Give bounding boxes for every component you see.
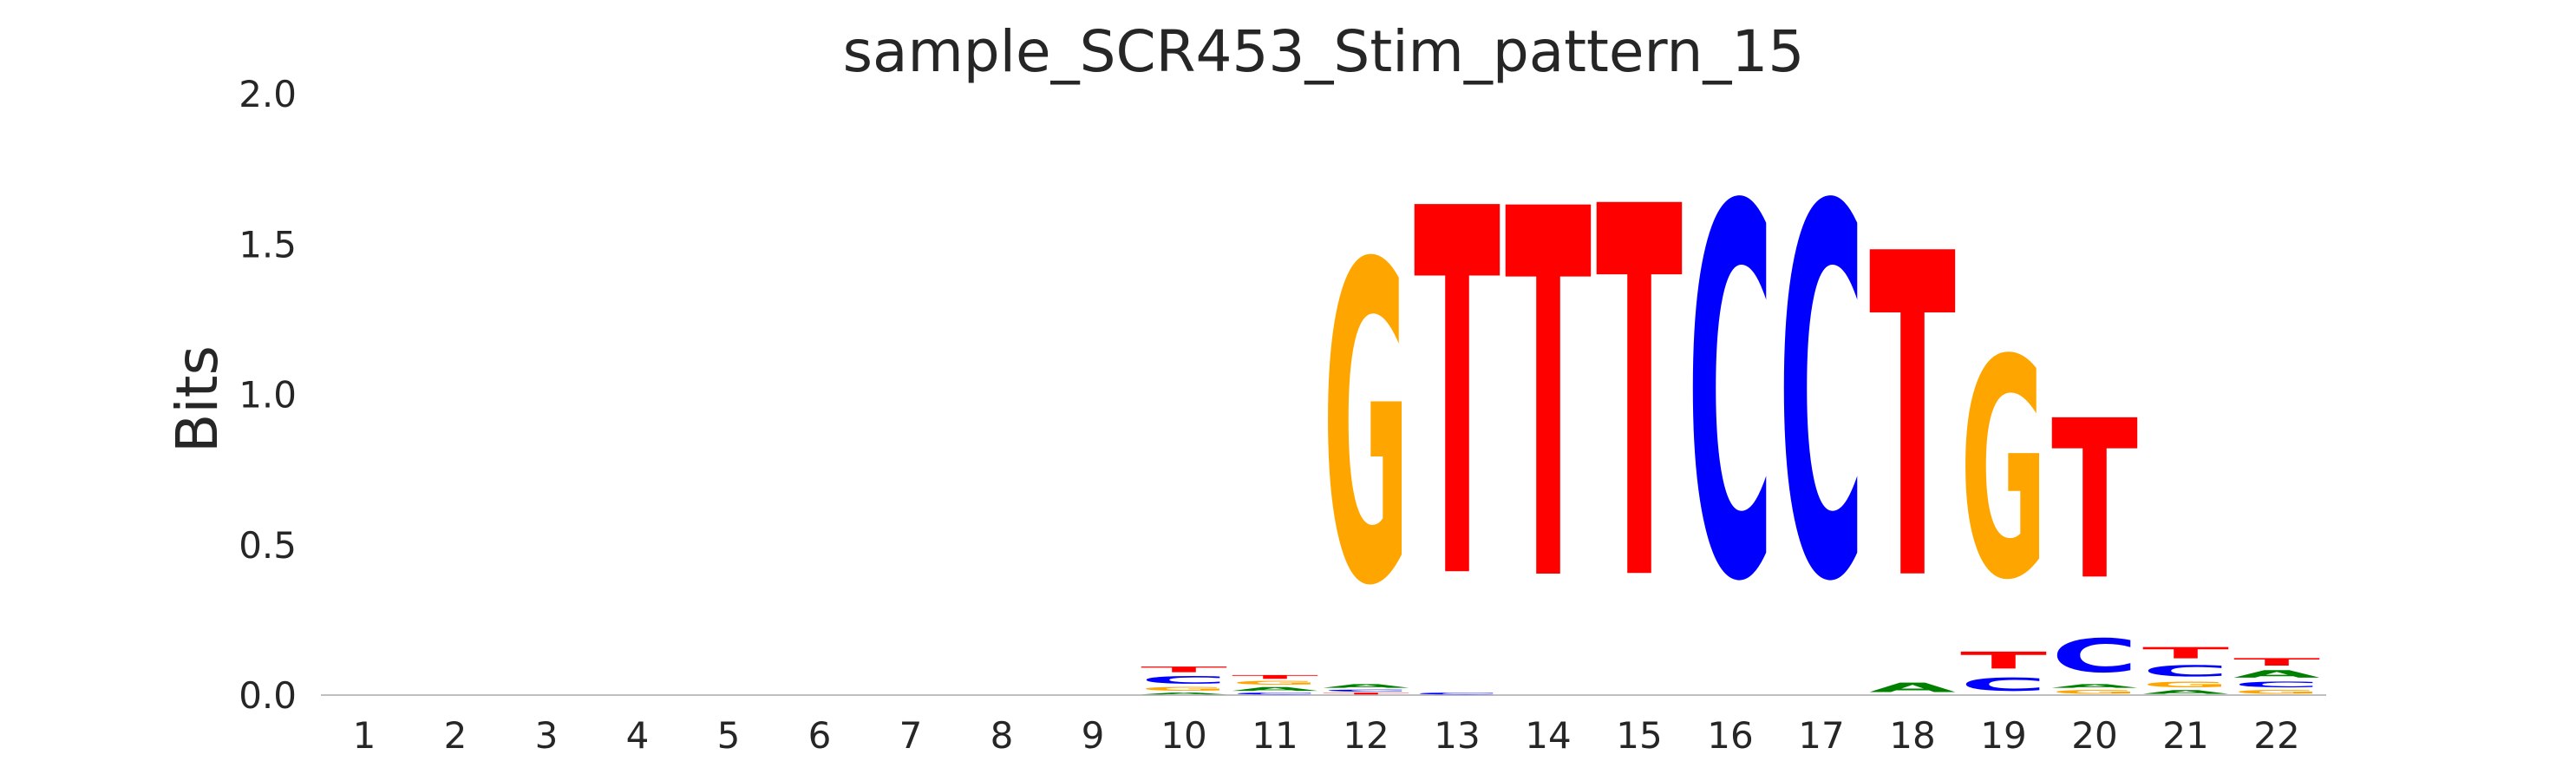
logo-column-13: CT <box>1414 103 1501 695</box>
logo-letter-G: G <box>1232 680 1318 686</box>
logo-letter-G: G <box>2051 689 2138 695</box>
logo-column-17: C <box>1778 102 1865 694</box>
x-tick-label: 5 <box>717 714 741 757</box>
logo-letter-T: T <box>1141 665 1227 673</box>
logo-letter-A: A <box>1232 686 1318 692</box>
x-tick-label: 22 <box>2253 714 2299 757</box>
y-tick-label: 1.0 <box>239 374 297 417</box>
logo-letter-T: T <box>1960 647 2047 674</box>
logo-column-15: T <box>1596 101 1684 693</box>
logo-letter-G: G <box>1960 297 2047 646</box>
x-tick-label: 21 <box>2162 714 2208 757</box>
logo-letter-T: T <box>2051 374 2138 628</box>
logo-letter-T: T <box>1323 692 1409 695</box>
x-tick-label: 6 <box>808 714 832 757</box>
x-tick-label: 3 <box>535 714 559 757</box>
x-tick-label: 14 <box>1525 714 1571 757</box>
x-tick-label: 4 <box>626 714 650 757</box>
logo-column-14: T <box>1505 105 1592 694</box>
logo-letter-C: C <box>1323 689 1409 692</box>
x-tick-label: 13 <box>1434 714 1480 757</box>
logo-letter-A: A <box>2051 683 2138 689</box>
logo-letter-C: C <box>1414 692 1500 695</box>
logo-letter-T: T <box>2233 656 2320 668</box>
logo-letter-T: T <box>1869 161 1957 679</box>
y-tick-label: 0.5 <box>239 524 297 567</box>
logo-letter-G: G <box>1141 686 1227 692</box>
x-tick-label: 2 <box>444 714 467 757</box>
logo-column-16: C <box>1687 102 1774 694</box>
logo-letter-T: T <box>1232 674 1318 680</box>
x-tick-label: 11 <box>1252 714 1298 757</box>
logo-letter-G: G <box>2233 689 2320 695</box>
x-tick-label: 20 <box>2071 714 2117 757</box>
logo-letter-A: A <box>1323 683 1409 689</box>
logo-letter-T: T <box>1596 101 1684 693</box>
logo-letter-T: T <box>1505 105 1592 694</box>
logo-letter-C: C <box>2142 662 2229 680</box>
x-tick-label: 15 <box>1616 714 1662 757</box>
x-tick-label: 16 <box>1707 714 1753 757</box>
logo-letter-G: G <box>2142 680 2229 689</box>
x-tick-label: 17 <box>1798 714 1844 757</box>
logo-column-19: CTG <box>1960 297 2047 695</box>
logo-letter-A: A <box>2233 668 2320 680</box>
x-tick-label: 1 <box>353 714 376 757</box>
logo-letter-A: A <box>1869 680 1956 695</box>
logo-letter-C: C <box>1778 102 1865 694</box>
logo-letter-C: C <box>1232 692 1318 695</box>
logo-letter-T: T <box>1414 103 1501 690</box>
logo-letter-C: C <box>2233 680 2320 689</box>
logo-letter-C: C <box>1687 102 1774 694</box>
x-tick-label: 18 <box>1889 714 1935 757</box>
x-tick-label: 8 <box>991 714 1014 757</box>
logo-letter-C: C <box>2051 629 2138 683</box>
x-tick-label: 7 <box>899 714 923 757</box>
x-tick-label: 12 <box>1343 714 1389 757</box>
x-tick-label: 19 <box>1980 714 2026 757</box>
logo-letter-C: C <box>1960 674 2047 695</box>
x-axis-ticks: 1 2 3 4 5 6 7 8 9 10 11 12 13 14 15 16 17 18 19 20 21 22 <box>353 714 2300 757</box>
y-axis-ticks: 0.0 0.5 1.0 1.5 2.0 <box>239 73 297 717</box>
y-tick-label: 1.5 <box>239 223 297 266</box>
chart-title: sample_SCR453_Stim_pattern_15 <box>843 18 1805 85</box>
logo-letter-C: C <box>1141 674 1227 686</box>
y-axis-label: Bits <box>164 345 231 453</box>
logo-letter-G: G <box>1323 174 1409 682</box>
logo-letter-A: A <box>1141 692 1227 695</box>
y-tick-label: 2.0 <box>239 73 297 115</box>
logo-letter-A: A <box>2142 689 2229 695</box>
y-tick-label: 0.0 <box>239 674 297 717</box>
logo-column-18: AT <box>1869 161 1957 695</box>
x-tick-label: 9 <box>1082 714 1105 757</box>
logo-letter-T: T <box>2142 644 2229 662</box>
x-tick-label: 10 <box>1161 714 1206 757</box>
